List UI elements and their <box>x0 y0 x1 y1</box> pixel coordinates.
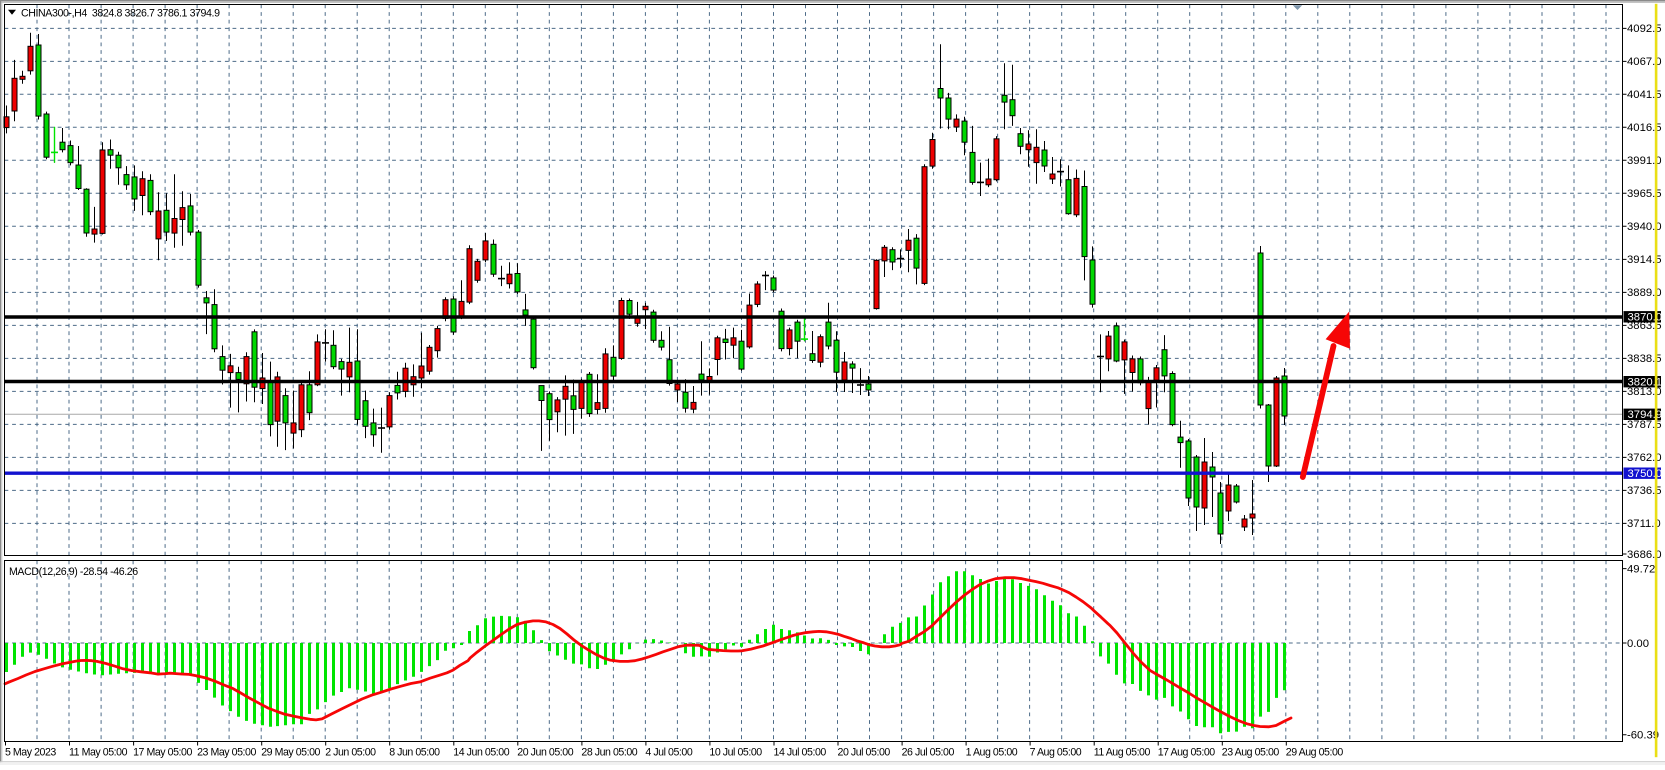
svg-text:23 May 05:00: 23 May 05:00 <box>197 747 256 759</box>
svg-text:17 Aug 05:00: 17 Aug 05:00 <box>1158 747 1216 759</box>
svg-text:11 May 05:00: 11 May 05:00 <box>69 747 128 759</box>
svg-text:2 Jun 05:00: 2 Jun 05:00 <box>325 747 376 759</box>
svg-text:3940.0: 3940.0 <box>1627 221 1662 233</box>
svg-text:7 Aug 05:00: 7 Aug 05:00 <box>1030 747 1082 759</box>
svg-text:4 Jul 05:00: 4 Jul 05:00 <box>645 747 692 759</box>
svg-text:11 Aug 05:00: 11 Aug 05:00 <box>1094 747 1151 759</box>
svg-text:3794.9: 3794.9 <box>1628 409 1663 421</box>
svg-text:23 Aug 05:00: 23 Aug 05:00 <box>1222 747 1280 759</box>
svg-text:3889.0: 3889.0 <box>1627 287 1662 299</box>
svg-text:20 Jul 05:00: 20 Jul 05:00 <box>838 747 891 759</box>
svg-text:4067.0: 4067.0 <box>1627 56 1662 68</box>
svg-text:29 May 05:00: 29 May 05:00 <box>261 747 320 759</box>
svg-text:-60.39: -60.39 <box>1627 730 1659 742</box>
svg-text:26 Jul 05:00: 26 Jul 05:00 <box>902 747 955 759</box>
svg-text:CHINA300-,H4 3824.8 3826.7 37: CHINA300-,H4 3824.8 3826.7 3786.1 3794.9 <box>21 7 220 19</box>
svg-text:4041.5: 4041.5 <box>1627 89 1662 101</box>
svg-text:3813.0: 3813.0 <box>1627 386 1662 398</box>
svg-text:3838.5: 3838.5 <box>1627 353 1662 365</box>
svg-text:8 Jun 05:00: 8 Jun 05:00 <box>389 747 440 759</box>
svg-text:3991.0: 3991.0 <box>1627 155 1662 167</box>
svg-text:17 May 05:00: 17 May 05:00 <box>133 747 192 759</box>
svg-text:4092.5: 4092.5 <box>1627 23 1662 35</box>
svg-text:3736.5: 3736.5 <box>1627 485 1662 497</box>
svg-text:3750.0: 3750.0 <box>1628 468 1663 480</box>
svg-text:3820.1: 3820.1 <box>1628 377 1663 389</box>
svg-text:1 Aug 05:00: 1 Aug 05:00 <box>966 747 1018 759</box>
svg-text:14 Jun 05:00: 14 Jun 05:00 <box>453 747 509 759</box>
svg-text:0.00: 0.00 <box>1627 638 1649 650</box>
svg-text:3686.0: 3686.0 <box>1627 549 1662 561</box>
svg-text:3711.0: 3711.0 <box>1627 518 1661 530</box>
svg-text:MACD(12,26,9) -28.54 -46.26: MACD(12,26,9) -28.54 -46.26 <box>9 566 138 578</box>
svg-text:10 Jul 05:00: 10 Jul 05:00 <box>709 747 762 759</box>
svg-text:3863.5: 3863.5 <box>1627 320 1662 332</box>
svg-text:5 May 2023: 5 May 2023 <box>5 747 56 759</box>
svg-text:3762.0: 3762.0 <box>1627 452 1662 464</box>
svg-text:3914.5: 3914.5 <box>1627 254 1662 266</box>
svg-text:28 Jun 05:00: 28 Jun 05:00 <box>581 747 637 759</box>
svg-text:3787.5: 3787.5 <box>1627 419 1662 431</box>
svg-text:4016.5: 4016.5 <box>1627 122 1662 134</box>
svg-text:14 Jul 05:00: 14 Jul 05:00 <box>774 747 827 759</box>
svg-text:3965.5: 3965.5 <box>1627 188 1662 200</box>
svg-text:29 Aug 05:00: 29 Aug 05:00 <box>1286 747 1344 759</box>
svg-text:49.72: 49.72 <box>1627 564 1655 576</box>
svg-text:20 Jun 05:00: 20 Jun 05:00 <box>517 747 573 759</box>
svg-text:3870.0: 3870.0 <box>1628 312 1663 324</box>
